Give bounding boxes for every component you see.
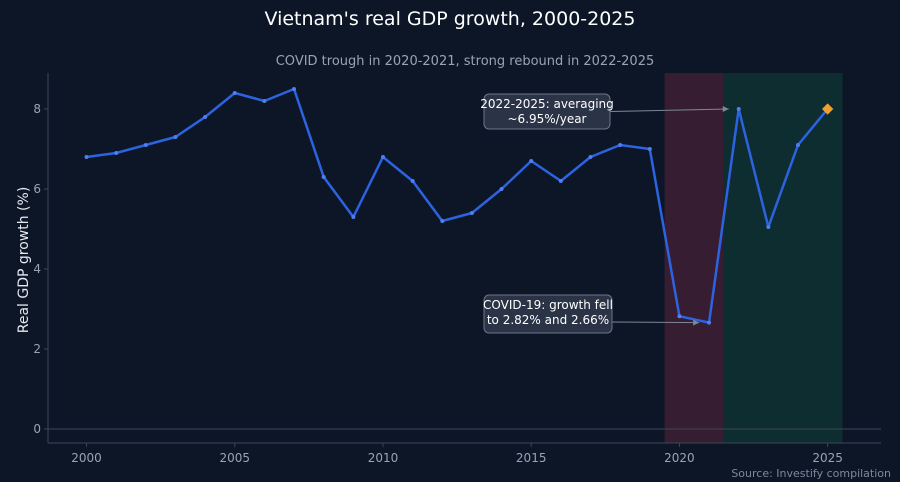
x-tick-label: 2015 [516,451,547,465]
y-tick-label: 2 [33,342,41,356]
data-point [440,219,445,223]
annotation-arrowhead [693,319,700,326]
y-tick-label: 0 [33,422,41,436]
axes [47,73,881,444]
data-point [707,320,712,325]
data-point [795,143,800,147]
data-point [766,225,771,229]
data-point [351,215,356,219]
data-point [647,147,652,151]
y-tick-label: 8 [33,102,41,116]
data-point [410,179,415,183]
annotation-arrow [611,321,700,324]
x-tick-label: 2005 [219,451,250,465]
annotation-text: to 2.82% and 2.66% [487,313,609,327]
x-tick-label: 2025 [812,451,843,465]
y-ticks: 0 2 4 6 8 [33,102,48,436]
chart-title: Vietnam's real GDP growth, 2000-2025 [264,8,635,30]
data-point [499,187,504,191]
data-point [588,155,593,159]
x-tick-label: 2000 [71,451,102,465]
data-point [203,115,208,119]
data-point [677,314,682,319]
data-point [736,107,741,111]
x-tick-label: 2020 [664,451,695,465]
data-point [173,135,178,139]
covid-shaded-region [664,73,724,443]
x-ticks: 2000 2005 2010 2015 2020 2025 [71,443,843,465]
data-point [558,179,563,183]
data-point [232,91,237,95]
chart-subtitle: COVID trough in 2020-2021, strong reboun… [276,54,655,69]
data-point [321,175,326,179]
gdp-growth-line [85,87,829,324]
rebound-shaded-region [723,73,843,443]
annotation-text: ~6.95%/year [508,112,587,126]
annotation-text: 2022-2025: averaging [480,97,614,111]
data-point [143,143,148,147]
shaded-regions [664,73,843,443]
annotation-text: COVID-19: growth fell [483,298,613,312]
data-point [529,159,534,163]
data-point [380,155,385,159]
data-point [84,155,89,159]
data-point [292,87,297,91]
data-point [114,151,119,155]
source-note: Source: Investify compilation [731,467,891,480]
data-point [469,211,474,215]
annotation-box [483,93,611,130]
data-point [618,143,623,147]
y-tick-label: 6 [33,182,41,196]
series-layer [84,87,834,325]
y-axis-label: Real GDP growth (%) [16,187,32,334]
annotation-arrowhead [722,106,729,112]
y-tick-label: 4 [33,262,41,276]
annotation-arrow [609,108,729,112]
annotation-box [483,294,613,334]
data-point [262,99,267,103]
annotations: 2022-2025: averaging~6.95%/year COVID-19:… [480,93,729,334]
x-tick-label: 2010 [368,451,399,465]
